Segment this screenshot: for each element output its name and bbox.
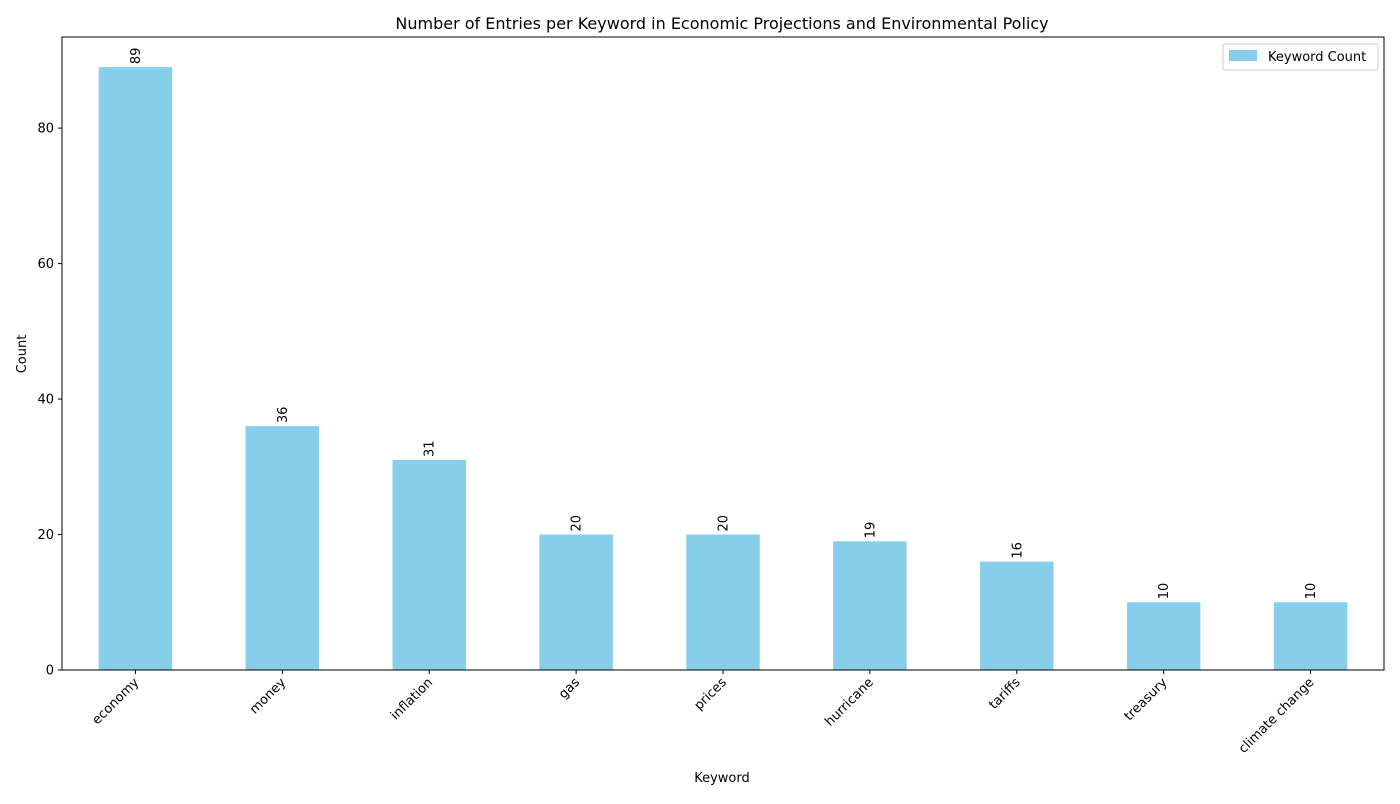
data-label: 10 <box>1157 583 1172 600</box>
bar-gas <box>539 534 613 670</box>
bar-prices <box>686 534 760 670</box>
x-axis: economy money inflation gas prices hurricane t… <box>89 670 1317 757</box>
legend-box <box>1222 43 1379 71</box>
bar-climate-change <box>1273 602 1348 670</box>
bar-inflation <box>392 460 466 670</box>
x-tick-label: treasury <box>1122 675 1171 724</box>
data-label: 89 <box>129 48 144 65</box>
data-label: 20 <box>717 515 732 532</box>
y-tick-label: 0 <box>46 664 54 679</box>
data-label: 31 <box>423 440 438 457</box>
x-tick-label: economy <box>89 675 142 728</box>
bar-money <box>245 426 320 670</box>
data-label: 20 <box>570 515 585 532</box>
data-label: 19 <box>863 522 878 539</box>
y-tick-label: 40 <box>37 393 54 408</box>
x-axis-label: Keyword <box>694 771 750 786</box>
data-label: 36 <box>276 407 291 424</box>
x-tick-label: climate change <box>1236 675 1317 756</box>
plot-area: 89 36 31 20 20 19 16 10 10 <box>98 48 1348 670</box>
data-label: 10 <box>1304 583 1319 600</box>
x-tick-label: money <box>247 675 289 717</box>
bar-treasury <box>1126 602 1201 670</box>
x-tick-label: hurricane <box>822 675 876 729</box>
data-label: 16 <box>1010 542 1025 559</box>
y-tick-label: 80 <box>37 122 54 137</box>
y-axis-label: Count <box>15 335 30 374</box>
y-tick-label: 60 <box>37 257 54 272</box>
x-tick-label: tariffs <box>986 675 1023 712</box>
y-axis: 0 20 40 60 80 <box>37 122 62 679</box>
legend-swatch <box>1229 50 1257 61</box>
bar-tariffs <box>980 561 1054 670</box>
x-tick-label: inflation <box>388 675 436 723</box>
chart-title: Number of Entries per Keyword in Economi… <box>395 14 1048 33</box>
bar-economy <box>98 67 173 670</box>
legend-label: Keyword Count <box>1268 50 1366 65</box>
y-tick-label: 20 <box>37 528 54 543</box>
x-tick-label: gas <box>556 675 583 702</box>
x-tick-label: prices <box>692 675 730 713</box>
bar-hurricane <box>833 541 907 670</box>
legend: Keyword Count <box>1222 43 1379 71</box>
